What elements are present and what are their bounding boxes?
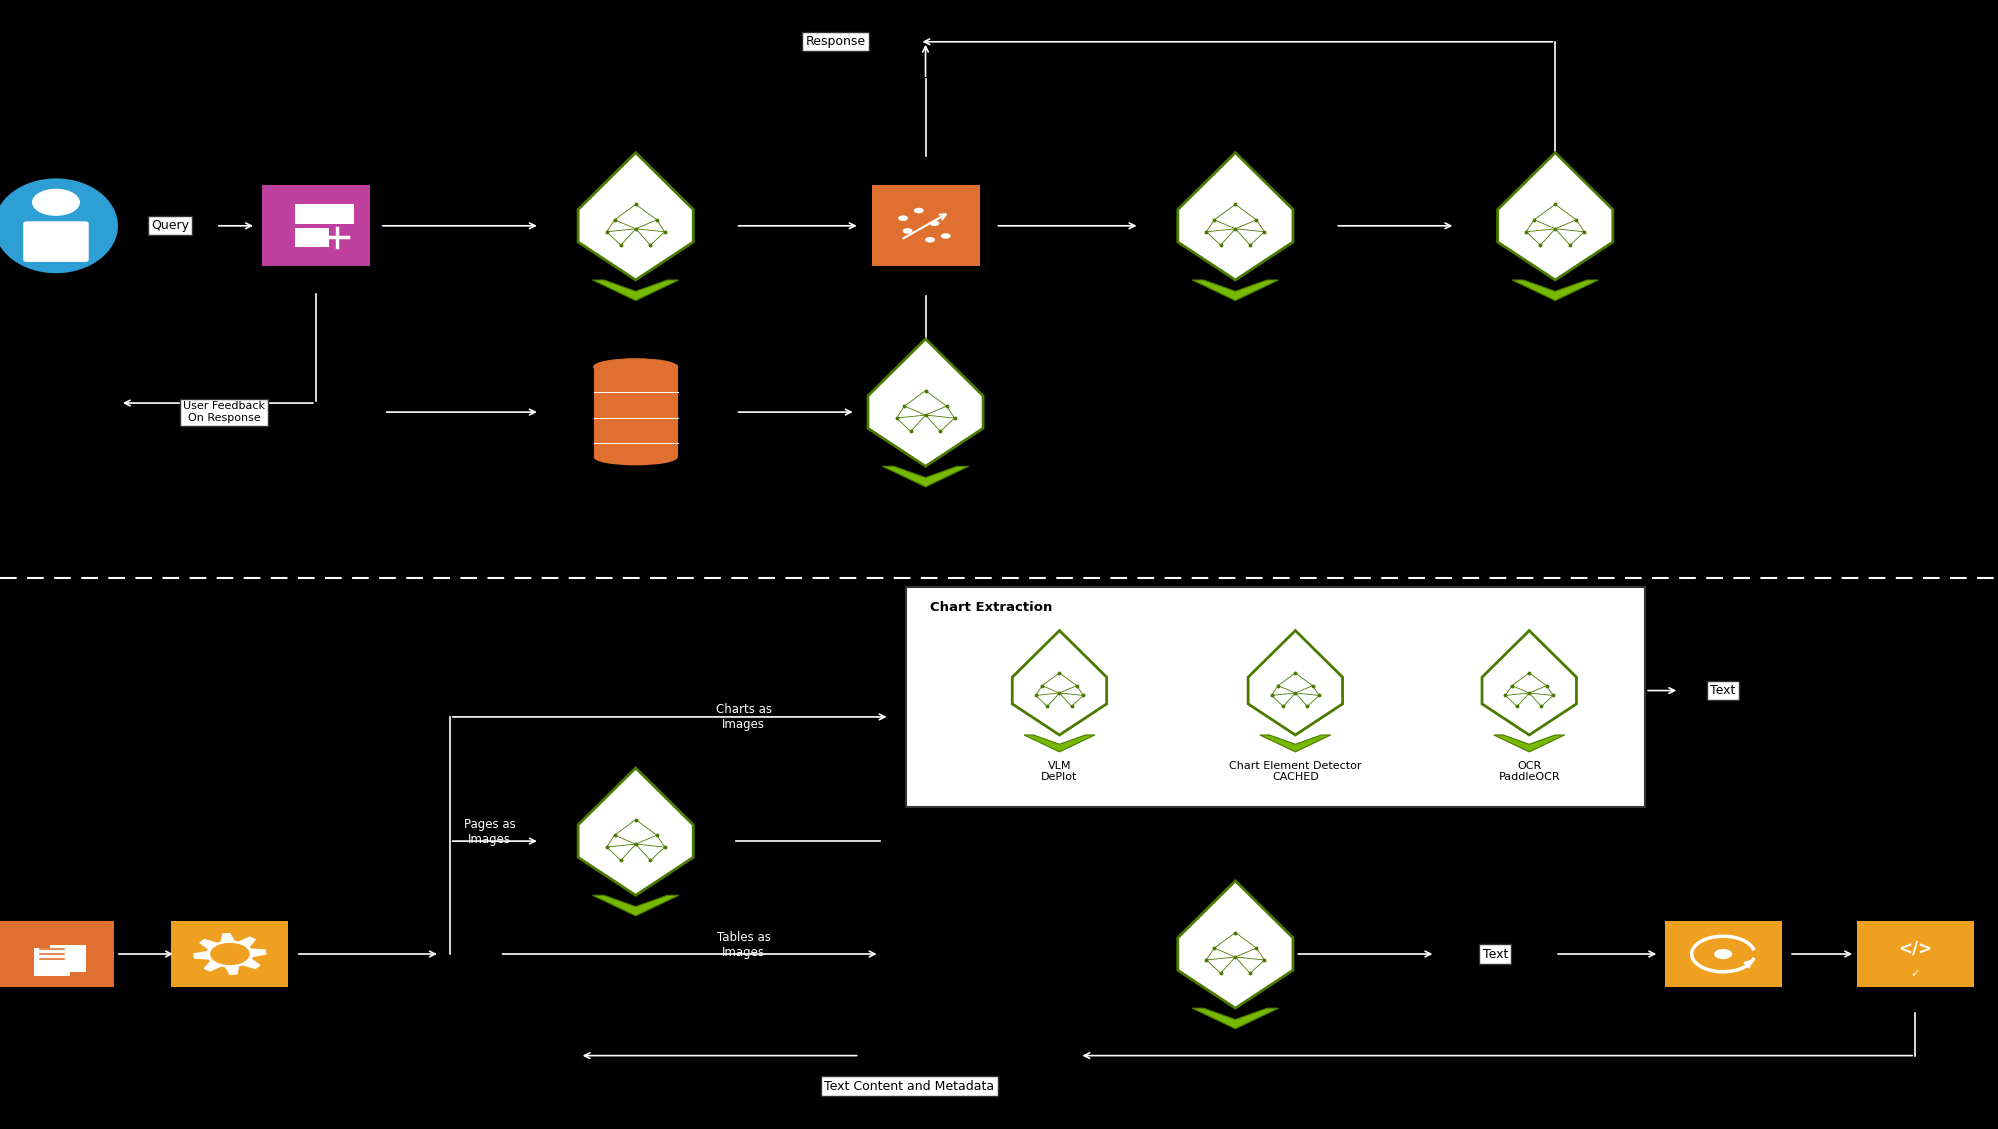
Ellipse shape <box>593 449 677 465</box>
Circle shape <box>32 189 80 216</box>
Polygon shape <box>1481 631 1576 735</box>
Circle shape <box>929 220 939 226</box>
Polygon shape <box>1191 1008 1279 1029</box>
Polygon shape <box>1177 152 1293 280</box>
FancyBboxPatch shape <box>320 204 354 224</box>
Polygon shape <box>591 280 679 300</box>
Polygon shape <box>1023 735 1095 752</box>
Circle shape <box>925 237 935 243</box>
FancyBboxPatch shape <box>1856 921 1972 987</box>
Circle shape <box>913 208 923 213</box>
Text: Text Content and Metadata: Text Content and Metadata <box>823 1079 995 1093</box>
Ellipse shape <box>0 178 118 273</box>
Text: OCR
PaddleOCR: OCR PaddleOCR <box>1498 761 1558 782</box>
Polygon shape <box>1493 735 1564 752</box>
FancyBboxPatch shape <box>172 921 288 987</box>
FancyBboxPatch shape <box>905 587 1644 807</box>
Polygon shape <box>881 466 969 487</box>
Text: Response: Response <box>805 35 865 49</box>
FancyBboxPatch shape <box>0 921 114 987</box>
Polygon shape <box>1177 881 1293 1008</box>
Circle shape <box>897 216 907 221</box>
FancyBboxPatch shape <box>50 945 86 972</box>
Polygon shape <box>194 934 266 974</box>
FancyBboxPatch shape <box>1664 921 1780 987</box>
Text: VLM
DePlot: VLM DePlot <box>1041 761 1077 782</box>
Polygon shape <box>1497 152 1612 280</box>
Circle shape <box>1712 948 1730 960</box>
FancyBboxPatch shape <box>593 367 677 457</box>
FancyBboxPatch shape <box>24 221 88 262</box>
FancyBboxPatch shape <box>296 204 330 224</box>
FancyBboxPatch shape <box>34 948 70 975</box>
Text: User Feedback
On Response: User Feedback On Response <box>182 401 266 423</box>
Text: Chart Element Detector
CACHED: Chart Element Detector CACHED <box>1229 761 1361 782</box>
Polygon shape <box>577 768 693 895</box>
FancyBboxPatch shape <box>296 228 330 247</box>
FancyBboxPatch shape <box>871 185 979 266</box>
Polygon shape <box>1191 280 1279 300</box>
Polygon shape <box>577 152 693 280</box>
Text: Chart Extraction: Chart Extraction <box>929 601 1051 614</box>
Polygon shape <box>1259 735 1331 752</box>
Text: Text: Text <box>1483 947 1506 961</box>
Ellipse shape <box>593 359 677 375</box>
FancyBboxPatch shape <box>262 185 370 266</box>
Text: </>: </> <box>1896 940 1932 957</box>
Polygon shape <box>1011 631 1107 735</box>
Polygon shape <box>867 339 983 466</box>
Polygon shape <box>1510 280 1598 300</box>
Text: Text: Text <box>1710 684 1734 697</box>
Circle shape <box>941 234 951 238</box>
Text: Tables as
Images: Tables as Images <box>717 931 769 959</box>
Text: Charts as
Images: Charts as Images <box>715 703 771 730</box>
Text: Pages as
Images: Pages as Images <box>464 819 515 846</box>
Polygon shape <box>1247 631 1343 735</box>
Text: Query: Query <box>150 219 190 233</box>
Polygon shape <box>591 895 679 916</box>
Circle shape <box>210 943 250 965</box>
Circle shape <box>903 228 911 234</box>
Text: ✓: ✓ <box>1910 970 1918 979</box>
